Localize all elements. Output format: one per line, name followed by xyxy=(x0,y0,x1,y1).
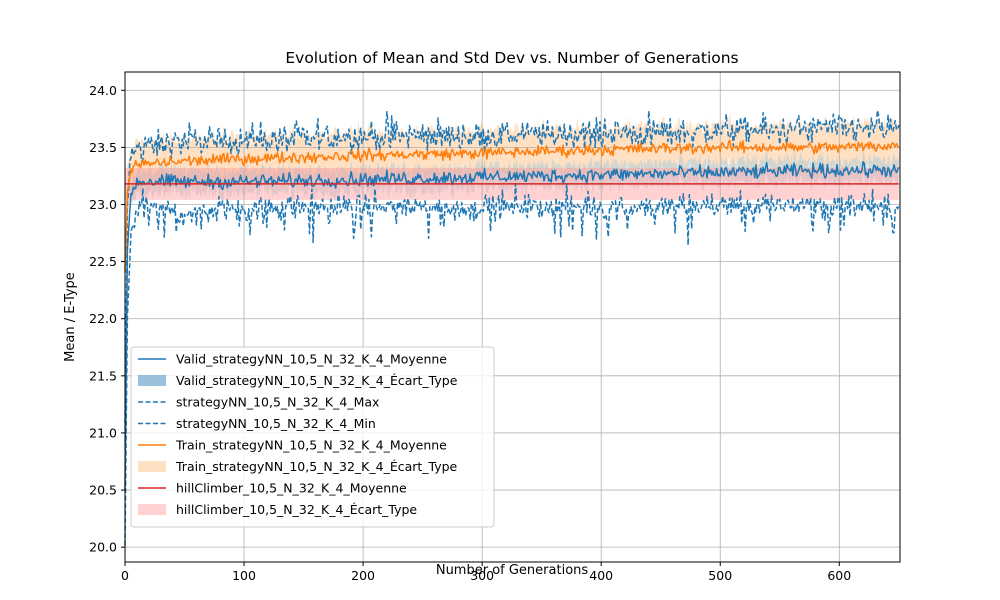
legend-label: strategyNN_10,5_N_32_K_4_Max xyxy=(176,395,379,410)
legend-swatch xyxy=(138,375,166,386)
series-layer xyxy=(124,109,900,546)
chart-title: Evolution of Mean and Std Dev vs. Number… xyxy=(285,49,738,67)
legend-label: Valid_strategyNN_10,5_N_32_K_4_Écart_Typ… xyxy=(176,373,458,388)
legend-item: Train_strategyNN_10,5_N_32_K_4_Écart_Typ… xyxy=(138,459,458,474)
legend-swatch xyxy=(138,504,166,515)
legend-label: Train_strategyNN_10,5_N_32_K_4_Écart_Typ… xyxy=(175,459,458,474)
plot-area xyxy=(124,72,900,562)
x-tick-label: 100 xyxy=(232,568,256,583)
legend-box xyxy=(130,346,495,528)
y-tick-label: 24.0 xyxy=(89,83,117,98)
legend-label: Train_strategyNN_10,5_N_32_K_4_Moyenne xyxy=(175,438,447,453)
x-axis-title: Number of Generations xyxy=(436,563,589,578)
legend-label: hillClimber_10,5_N_32_K_4_Moyenne xyxy=(176,481,407,496)
x-tick-label: 0 xyxy=(121,568,129,583)
series-train-moyenne xyxy=(124,139,900,273)
band-train-strategynn-10-5-n-32-k-4-cart-type xyxy=(125,113,899,298)
x-tick-label: 500 xyxy=(708,568,732,583)
y-tick-label: 23.0 xyxy=(89,197,117,212)
y-tick-label: 20.0 xyxy=(89,540,117,555)
y-axis-title: Mean / E-Type xyxy=(63,272,78,362)
legend: Valid_strategyNN_10,5_N_32_K_4_Moyenne Va… xyxy=(130,346,495,528)
y-tick-label: 21.0 xyxy=(89,425,117,440)
series-valid-moyenne xyxy=(124,160,900,490)
y-tick-label: 22.0 xyxy=(89,311,117,326)
x-tick-label: 300 xyxy=(470,568,494,583)
y-tick-label: 21.5 xyxy=(89,368,117,383)
y-tick-label: 22.5 xyxy=(89,254,117,269)
series-strategynn-max xyxy=(124,109,900,424)
legend-item: hillClimber_10,5_N_32_K_4_Écart_Type xyxy=(138,502,417,517)
legend-item: strategyNN_10,5_N_32_K_4_Max xyxy=(138,395,379,410)
legend-item: hillClimber_10,5_N_32_K_4_Moyenne xyxy=(138,481,407,496)
x-axis: 0 100 200 300 400 500 600 xyxy=(121,562,851,583)
x-tick-label: 200 xyxy=(351,568,375,583)
x-tick-label: 400 xyxy=(589,568,613,583)
legend-item: Valid_strategyNN_10,5_N_32_K_4_Moyenne xyxy=(138,352,447,367)
x-tick-label: 600 xyxy=(827,568,851,583)
y-tick-label: 20.5 xyxy=(89,483,117,498)
legend-swatch xyxy=(138,461,166,472)
y-axis: 20.0 20.5 21.0 21.5 22.0 22.5 23.0 23.5 24.0 xyxy=(89,83,125,555)
legend-label: hillClimber_10,5_N_32_K_4_Écart_Type xyxy=(176,502,417,517)
legend-label: Valid_strategyNN_10,5_N_32_K_4_Moyenne xyxy=(176,352,447,367)
legend-item: strategyNN_10,5_N_32_K_4_Min xyxy=(138,416,376,431)
legend-item: Train_strategyNN_10,5_N_32_K_4_Moyenne xyxy=(138,438,447,453)
legend-label: strategyNN_10,5_N_32_K_4_Min xyxy=(176,416,376,431)
y-tick-label: 23.5 xyxy=(89,140,117,155)
legend-item: Valid_strategyNN_10,5_N_32_K_4_Écart_Typ… xyxy=(138,373,458,388)
plot-frame xyxy=(124,71,901,563)
series-strategynn-min xyxy=(124,182,900,546)
